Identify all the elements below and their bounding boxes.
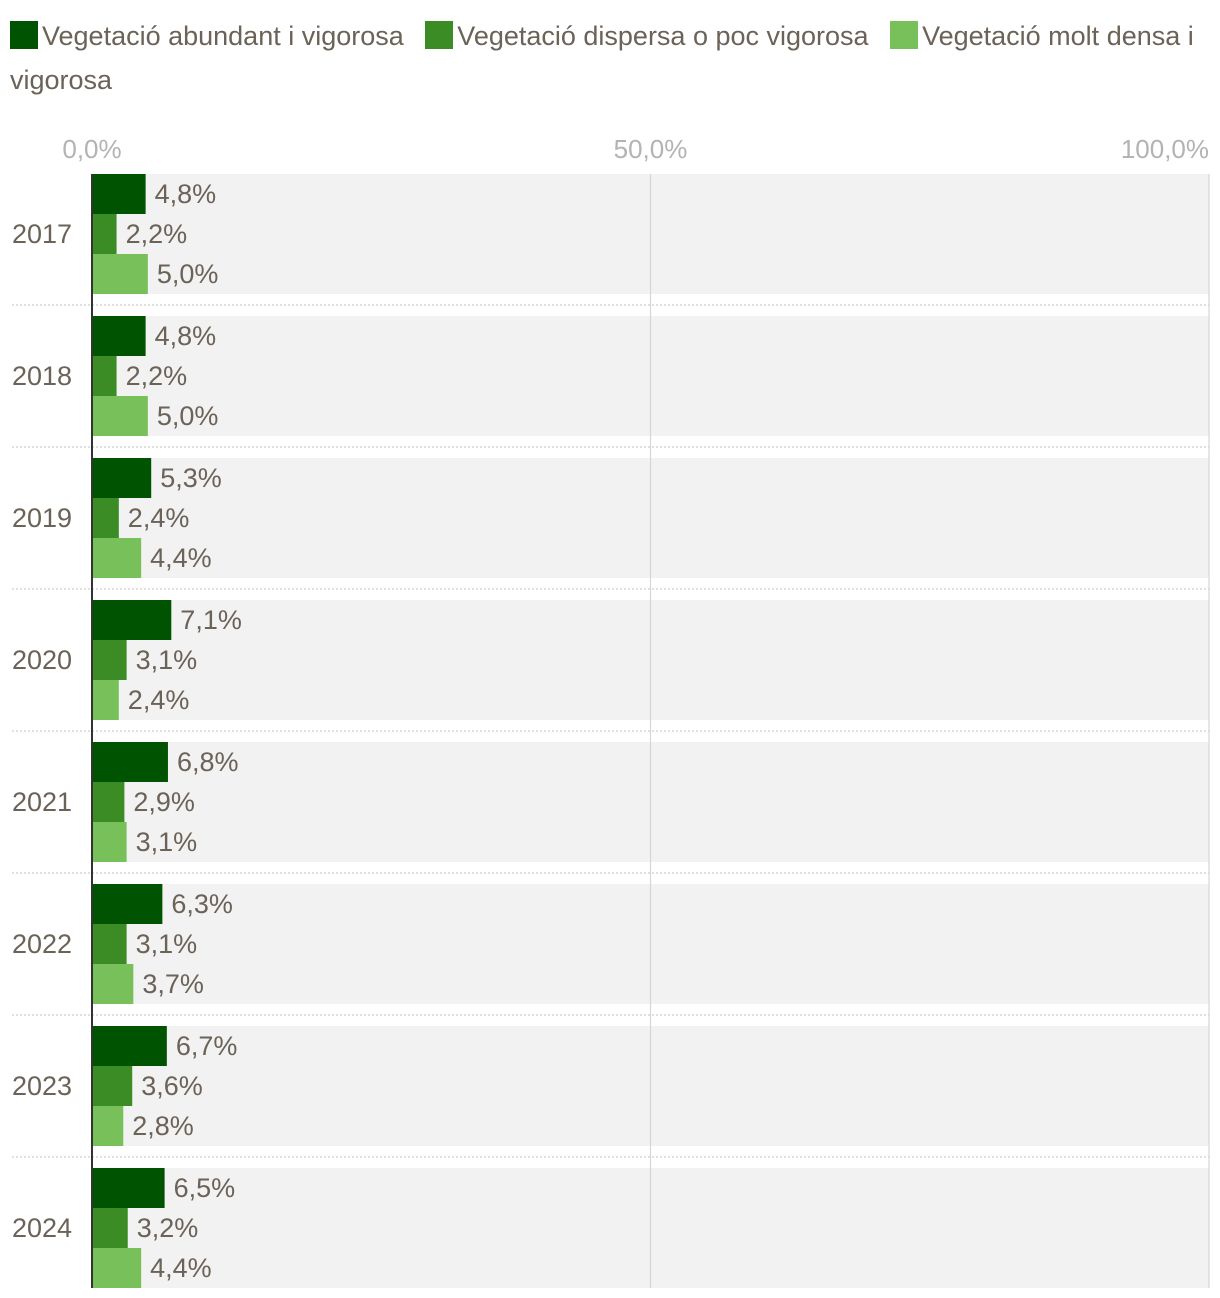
category-label-2019: 2019 [12,503,72,533]
value-label-2022-series-3: 3,7% [142,969,204,999]
value-label-2020-series-1: 7,1% [180,605,242,635]
value-label-2021-series-3: 3,1% [136,827,198,857]
bar-2021-series-3 [92,822,127,862]
value-label-2019-series-2: 2,4% [128,503,190,533]
bar-2024-series-2 [92,1208,128,1248]
bar-2021-series-2 [92,782,125,822]
bar-2020-series-1 [92,600,172,640]
value-label-2023-series-1: 6,7% [176,1031,238,1061]
bar-2024-series-3 [92,1248,142,1288]
value-label-2018-series-1: 4,8% [155,321,217,351]
bar-2018-series-3 [92,396,148,436]
category-label-2017: 2017 [12,219,72,249]
x-tick-label-2: 100,0% [1121,134,1209,164]
bar-2020-series-3 [92,680,119,720]
x-tick-label-0: 0,0% [62,134,121,164]
category-label-2024: 2024 [12,1213,72,1243]
category-label-2021: 2021 [12,787,72,817]
value-label-2024-series-3: 4,4% [150,1253,212,1283]
category-label-2023: 2023 [12,1071,72,1101]
bar-2019-series-2 [92,498,119,538]
bar-2019-series-1 [92,458,152,498]
legend: Vegetació abundant i vigorosa Vegetació … [10,14,1200,102]
bar-2017-series-3 [92,254,148,294]
value-label-2023-series-3: 2,8% [132,1111,194,1141]
value-label-2019-series-3: 4,4% [150,543,212,573]
legend-swatch-dispersa [425,21,454,49]
bar-2022-series-1 [92,884,163,924]
value-label-2022-series-1: 6,3% [171,889,233,919]
bar-2023-series-3 [92,1106,124,1146]
bar-2021-series-1 [92,742,168,782]
bar-2018-series-1 [92,316,146,356]
bar-2023-series-1 [92,1026,167,1066]
value-label-2019-series-1: 5,3% [160,463,222,493]
value-label-2023-series-2: 3,6% [141,1071,203,1101]
legend-item-abundant: Vegetació abundant i vigorosa [10,21,404,51]
bar-2024-series-1 [92,1168,165,1208]
value-label-2020-series-2: 3,1% [136,645,198,675]
value-label-2020-series-3: 2,4% [128,685,190,715]
bar-2020-series-2 [92,640,127,680]
x-tick-label-1: 50,0% [614,134,688,164]
value-label-2018-series-2: 2,2% [126,361,188,391]
bar-2022-series-2 [92,924,127,964]
value-label-2017-series-2: 2,2% [126,219,188,249]
legend-item-densa: Vegetació molt densa i vigorosa [10,21,1194,95]
bar-2022-series-3 [92,964,134,1004]
category-label-2018: 2018 [12,361,72,391]
category-label-2020: 2020 [12,645,72,675]
legend-label-abundant: Vegetació abundant i vigorosa [42,21,404,51]
legend-swatch-abundant [10,21,38,49]
legend-swatch-densa [890,21,919,49]
value-label-2021-series-1: 6,8% [177,747,239,777]
bar-2018-series-2 [92,356,117,396]
value-label-2017-series-3: 5,0% [157,259,219,289]
legend-label-densa: Vegetació molt densa i vigorosa [10,21,1194,95]
value-label-2018-series-3: 5,0% [157,401,219,431]
bar-2019-series-3 [92,538,142,578]
legend-item-dispersa: Vegetació dispersa o poc vigorosa [425,21,869,51]
value-label-2022-series-2: 3,1% [136,929,198,959]
value-label-2024-series-2: 3,2% [137,1213,199,1243]
legend-label-dispersa: Vegetació dispersa o poc vigorosa [457,21,869,51]
bar-2023-series-2 [92,1066,133,1106]
value-label-2017-series-1: 4,8% [155,179,217,209]
value-label-2021-series-2: 2,9% [133,787,195,817]
category-label-2022: 2022 [12,929,72,959]
bar-2017-series-1 [92,174,146,214]
value-label-2024-series-1: 6,5% [174,1173,236,1203]
bar-2017-series-2 [92,214,117,254]
